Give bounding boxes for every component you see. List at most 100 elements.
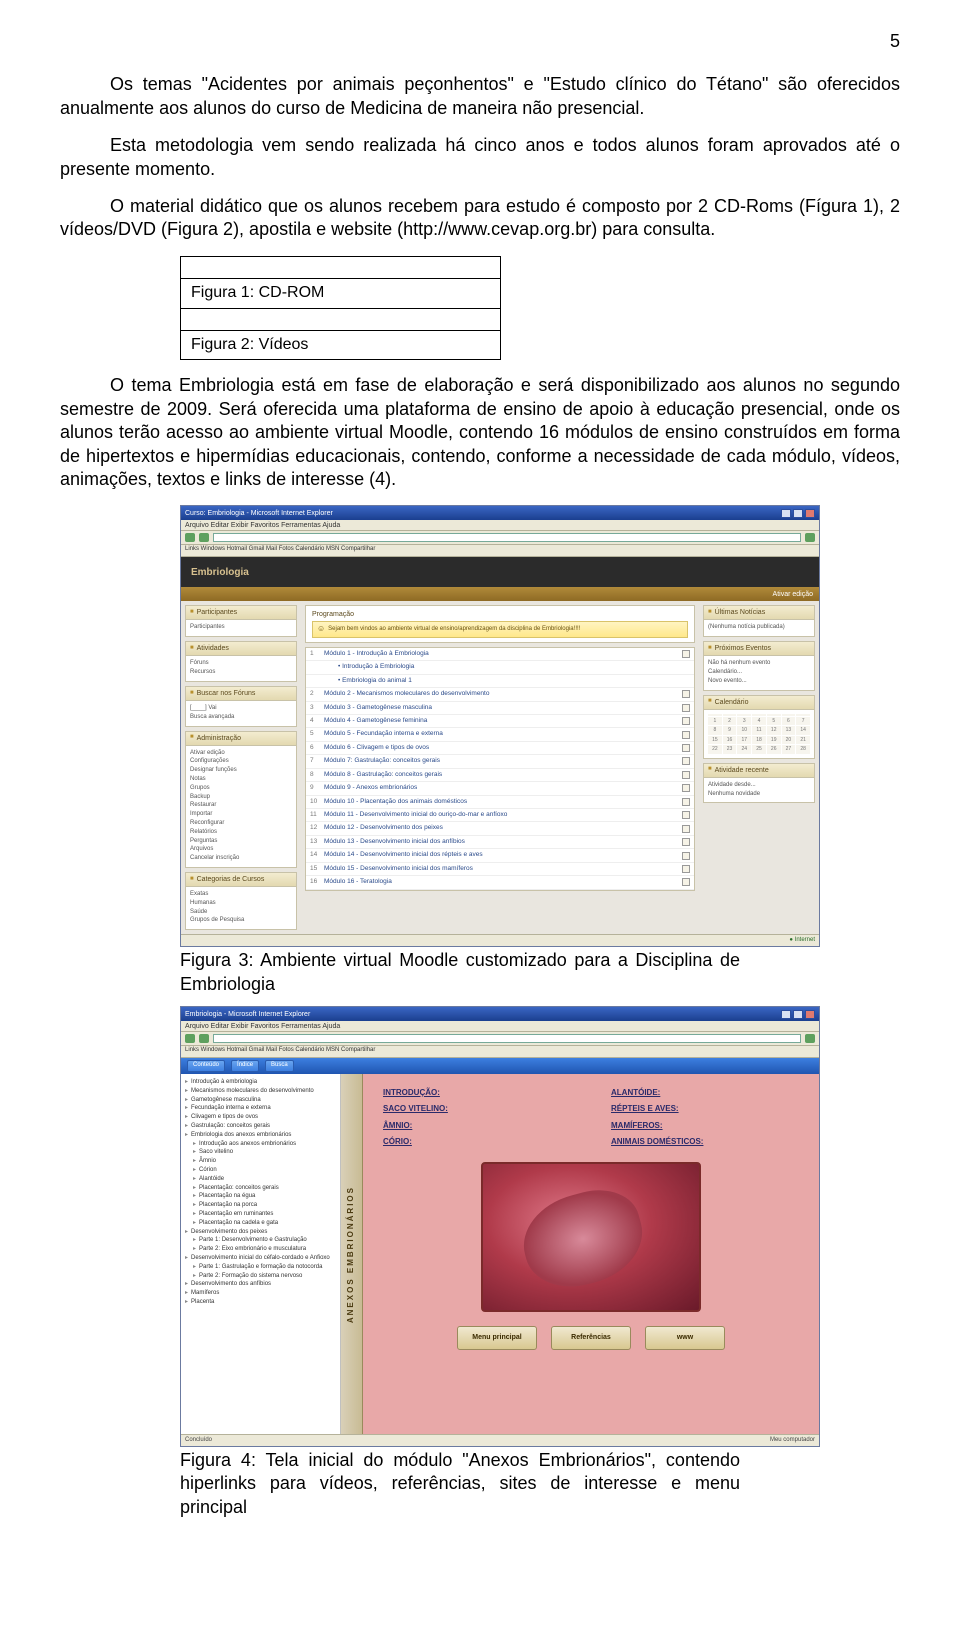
window-buttons[interactable]: [781, 1010, 815, 1019]
module-row[interactable]: 8Módulo 8 - Gastrulação: conceitos gerai…: [306, 769, 694, 782]
tree-node[interactable]: Parte 2: Eixo embrionário e musculatura: [185, 1246, 336, 1254]
module-row[interactable]: 16Módulo 16 - Teratologia: [306, 876, 694, 889]
block-item[interactable]: Exatas: [190, 891, 292, 899]
tree-node[interactable]: Placentação em ruminantes: [185, 1211, 336, 1219]
address-input[interactable]: [213, 1034, 801, 1043]
block-item[interactable]: [____] Vai: [190, 705, 292, 713]
content-button[interactable]: Referências: [551, 1326, 631, 1350]
block-item[interactable]: Relatórios: [190, 829, 292, 837]
tree-node[interactable]: Gastrulação: conceitos gerais: [185, 1123, 336, 1131]
module-row[interactable]: 2Módulo 2 - Mecanismos moleculares do de…: [306, 688, 694, 701]
module-row[interactable]: 6Módulo 6 - Clivagem e tipos de ovos: [306, 742, 694, 755]
bluebar-button[interactable]: Índice: [231, 1060, 259, 1072]
module-row[interactable]: • Introdução à Embriologia: [306, 661, 694, 674]
block-item[interactable]: Grupos: [190, 785, 292, 793]
moodle-menubar[interactable]: Arquivo Editar Exibir Favoritos Ferramen…: [181, 520, 819, 531]
content-hyperlink[interactable]: SACO VITELINO:: [383, 1104, 571, 1114]
tree-node[interactable]: Introdução à embriologia: [185, 1079, 336, 1087]
tree-node[interactable]: Placentação: conceitos gerais: [185, 1185, 336, 1193]
module-row[interactable]: 13Módulo 13 - Desenvolvimento inicial do…: [306, 836, 694, 849]
block-item[interactable]: Participantes: [190, 624, 292, 632]
block-item[interactable]: Reconfigurar: [190, 820, 292, 828]
tree-node[interactable]: Placentação na égua: [185, 1193, 336, 1201]
content-hyperlink[interactable]: MAMÍFEROS:: [611, 1121, 799, 1131]
content-hyperlink[interactable]: ÂMNIO:: [383, 1121, 571, 1131]
anexos-tree[interactable]: Introdução à embriologiaMecanismos molec…: [181, 1074, 341, 1434]
tree-node[interactable]: Gametogênese masculina: [185, 1097, 336, 1105]
block-item[interactable]: Atividade desde...: [708, 782, 810, 790]
module-row[interactable]: 11Módulo 11 - Desenvolvimento inicial do…: [306, 809, 694, 822]
tree-node[interactable]: Parte 1: Desenvolvimento e Gastrulação: [185, 1237, 336, 1245]
tree-node[interactable]: Âmnio: [185, 1158, 336, 1166]
tree-node[interactable]: Clivagem e tipos de ovos: [185, 1114, 336, 1122]
content-button[interactable]: Menu principal: [457, 1326, 537, 1350]
tree-node[interactable]: Placentação na porca: [185, 1202, 336, 1210]
content-hyperlink[interactable]: RÉPTEIS E AVES:: [611, 1104, 799, 1114]
block-item[interactable]: Cancelar inscrição: [190, 855, 292, 863]
module-row[interactable]: 4Módulo 4 - Gametogênese feminina: [306, 715, 694, 728]
module-row[interactable]: 1Módulo 1 - Introdução à Embriologia: [306, 648, 694, 661]
block-item[interactable]: Restaurar: [190, 802, 292, 810]
content-hyperlink[interactable]: INTRODUÇÃO:: [383, 1088, 571, 1098]
module-row[interactable]: 15Módulo 15 - Desenvolvimento inicial do…: [306, 863, 694, 876]
tree-node[interactable]: Mecanismos moleculares do desenvolviment…: [185, 1088, 336, 1096]
tree-node[interactable]: Desenvolvimento inicial do céfalo-cordad…: [185, 1255, 336, 1263]
block-item[interactable]: Configurações: [190, 758, 292, 766]
block-item[interactable]: Perguntas: [190, 838, 292, 846]
block-item[interactable]: Calendário...: [708, 669, 810, 677]
tree-node[interactable]: Parte 2: Formação do sistema nervoso: [185, 1273, 336, 1281]
moodle-linksbar[interactable]: Links Windows Hotmail Gmail Mail Fotos C…: [181, 545, 819, 557]
tree-node[interactable]: Desenvolvimento dos peixes: [185, 1229, 336, 1237]
block-item[interactable]: Novo evento...: [708, 678, 810, 686]
tree-node[interactable]: Parte 1: Gastrulação e formação da notoc…: [185, 1264, 336, 1272]
module-row[interactable]: 3Módulo 3 - Gametogênese masculina: [306, 702, 694, 715]
tree-node[interactable]: Mamíferos: [185, 1290, 336, 1298]
tree-node[interactable]: Desenvolvimento dos anfíbios: [185, 1281, 336, 1289]
back-icon[interactable]: [185, 533, 195, 542]
anexos-toolbar[interactable]: [181, 1032, 819, 1046]
go-icon[interactable]: [805, 1034, 815, 1043]
module-row[interactable]: 7Módulo 7: Gastrulação: conceitos gerais: [306, 755, 694, 768]
address-input[interactable]: [213, 533, 801, 542]
block-item[interactable]: Nenhuma novidade: [708, 791, 810, 799]
module-row[interactable]: 10Módulo 10 - Placentação dos animais do…: [306, 796, 694, 809]
content-hyperlink[interactable]: CÓRIO:: [383, 1137, 571, 1147]
content-hyperlink[interactable]: ALANTÓIDE:: [611, 1088, 799, 1098]
edit-toggle-button[interactable]: Ativar edição: [773, 590, 813, 599]
block-item[interactable]: Grupos de Pesquisa: [190, 917, 292, 925]
window-buttons[interactable]: [781, 509, 815, 518]
forward-icon[interactable]: [199, 1034, 209, 1043]
tree-node[interactable]: Embriologia dos anexos embrionários: [185, 1132, 336, 1140]
forward-icon[interactable]: [199, 533, 209, 542]
tree-node[interactable]: Alantóide: [185, 1176, 336, 1184]
block-item[interactable]: Busca avançada: [190, 714, 292, 722]
anexos-linksbar[interactable]: Links Windows Hotmail Gmail Mail Fotos C…: [181, 1046, 819, 1058]
block-item[interactable]: Designar funções: [190, 767, 292, 775]
module-row[interactable]: 14Módulo 14 - Desenvolvimento inicial do…: [306, 849, 694, 862]
go-icon[interactable]: [805, 533, 815, 542]
tree-node[interactable]: Introdução aos anexos embrionários: [185, 1141, 336, 1149]
tree-node[interactable]: Placentação na cadela e gata: [185, 1220, 336, 1228]
block-item[interactable]: Fóruns: [190, 660, 292, 668]
bluebar-button[interactable]: Busca: [265, 1060, 294, 1072]
back-icon[interactable]: [185, 1034, 195, 1043]
tree-node[interactable]: Córion: [185, 1167, 336, 1175]
content-button[interactable]: www: [645, 1326, 725, 1350]
tree-node[interactable]: Placenta: [185, 1299, 336, 1307]
block-item[interactable]: Não há nenhum evento: [708, 660, 810, 668]
bluebar-button[interactable]: Conteúdo: [187, 1060, 225, 1072]
block-item[interactable]: Recursos: [190, 669, 292, 677]
block-item[interactable]: Notas: [190, 776, 292, 784]
block-item[interactable]: Backup: [190, 794, 292, 802]
module-row[interactable]: 5Módulo 5 - Fecundação interna e externa: [306, 728, 694, 741]
content-hyperlink[interactable]: ANIMAIS DOMÉSTICOS:: [611, 1137, 799, 1147]
moodle-toolbar[interactable]: [181, 531, 819, 545]
block-item[interactable]: (Nenhuma notícia publicada): [708, 624, 810, 632]
block-item[interactable]: Importar: [190, 811, 292, 819]
tree-node[interactable]: Fecundação interna e externa: [185, 1105, 336, 1113]
module-row[interactable]: 12Módulo 12 - Desenvolvimento dos peixes: [306, 822, 694, 835]
module-row[interactable]: • Embriologia do animal 1: [306, 675, 694, 688]
block-item[interactable]: Saúde: [190, 909, 292, 917]
block-item[interactable]: Arquivos: [190, 846, 292, 854]
module-row[interactable]: 9Módulo 9 - Anexos embrionários: [306, 782, 694, 795]
